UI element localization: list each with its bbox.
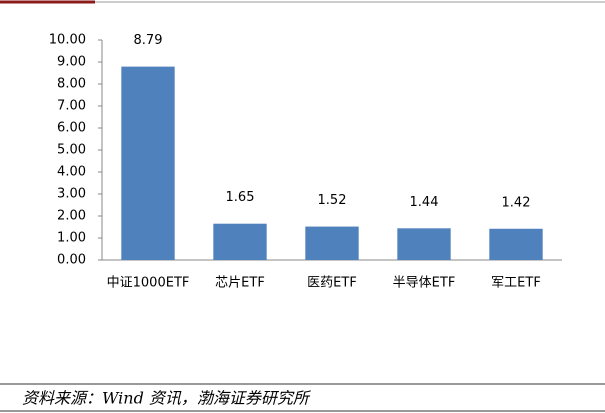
y-tick-label: 6.00 <box>57 121 86 136</box>
value-label: 8.79 <box>134 33 163 48</box>
y-tick-label: 0.00 <box>57 253 86 268</box>
value-label: 1.65 <box>226 190 255 205</box>
x-tick-label: 半导体ETF <box>393 276 456 291</box>
y-tick-label: 8.00 <box>57 77 86 92</box>
y-tick-label: 9.00 <box>57 55 86 70</box>
value-label: 1.52 <box>318 193 347 208</box>
x-tick-label: 中证1000ETF <box>107 276 190 291</box>
y-tick-label: 3.00 <box>57 187 86 202</box>
x-tick-label: 军工ETF <box>491 276 541 291</box>
bar <box>489 228 543 260</box>
y-tick-label: 10.00 <box>49 33 86 48</box>
value-label: 1.42 <box>502 195 531 210</box>
y-tick-label: 2.00 <box>57 209 86 224</box>
x-tick-label: 医药ETF <box>307 276 357 291</box>
source-note: 资料来源：Wind 资讯，渤海证券研究所 <box>22 389 312 408</box>
y-tick-label: 5.00 <box>57 143 86 158</box>
y-tick-label: 1.00 <box>57 231 86 246</box>
x-tick-label: 芯片ETF <box>215 276 265 291</box>
value-label: 1.44 <box>410 195 439 210</box>
bar <box>213 223 267 260</box>
bar <box>121 66 175 261</box>
y-tick-label: 7.00 <box>57 99 86 114</box>
y-tick-label: 4.00 <box>57 165 86 180</box>
bar <box>305 226 359 260</box>
bar <box>397 228 451 260</box>
